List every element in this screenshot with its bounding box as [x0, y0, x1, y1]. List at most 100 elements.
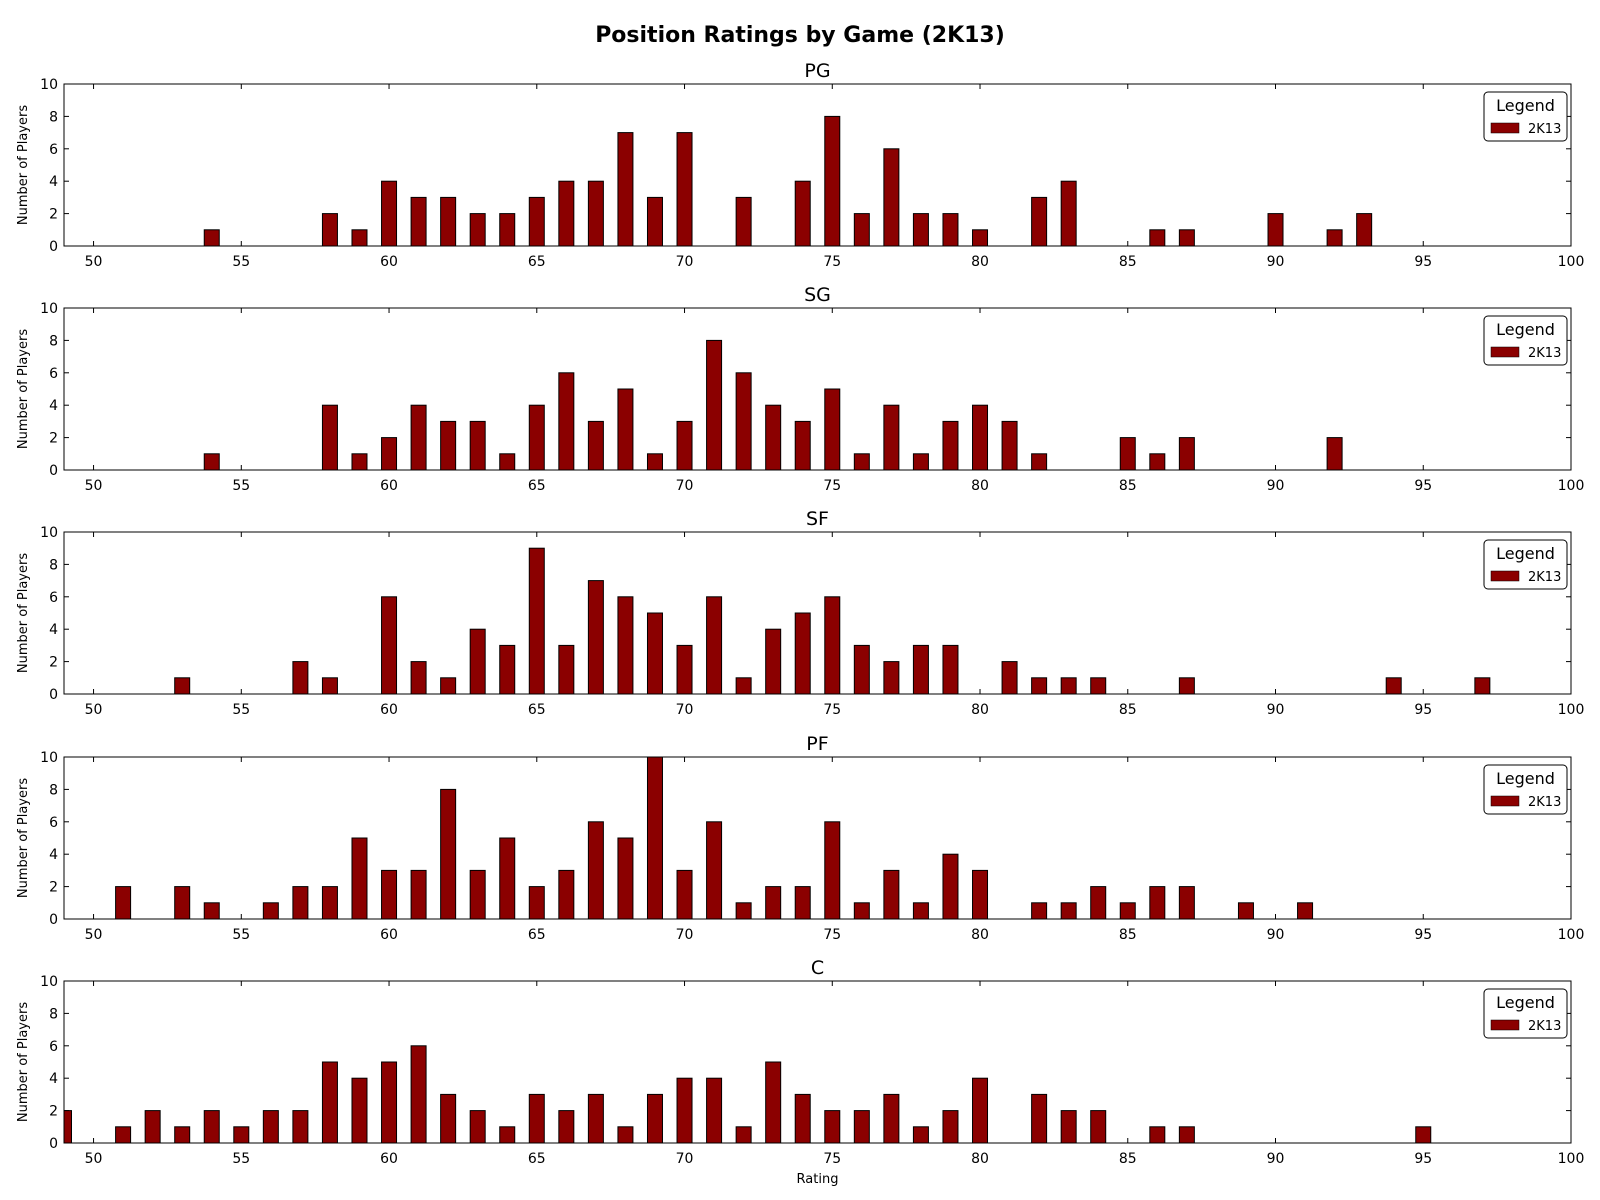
chart-2-xtick-label: 85	[1119, 702, 1137, 718]
chart-0-bar	[558, 180, 575, 247]
chart-2-bar	[469, 628, 486, 695]
chart-2-legend-swatch	[1490, 570, 1520, 582]
chart-2-bar	[617, 596, 634, 695]
chart-2-bar	[381, 596, 398, 695]
chart-1-bar	[558, 372, 575, 471]
chart-1-bar	[972, 404, 989, 471]
chart-1-bar	[735, 372, 752, 471]
chart-1-title: SG	[804, 284, 831, 306]
chart-0-xtick-label: 75	[823, 254, 841, 270]
chart-3-bar	[469, 869, 486, 920]
chart-1-bar	[1001, 420, 1018, 471]
chart-4-title: C	[811, 957, 824, 979]
chart-4-legend: Legend 2K13	[1483, 988, 1568, 1039]
chart-2-legend: Legend 2K13	[1483, 539, 1568, 590]
chart-4-bar	[381, 1061, 398, 1144]
chart-0-bar	[469, 213, 486, 247]
chart-2-bar	[558, 644, 575, 695]
chart-2-bar	[440, 677, 457, 695]
chart-4-xtick-label: 70	[676, 1151, 694, 1167]
chart-3-xtick-label: 75	[823, 927, 841, 943]
chart-3-bar	[321, 886, 338, 920]
chart-3-legend-entry: 2K13	[1528, 795, 1561, 810]
chart-2-bar	[824, 596, 841, 695]
chart-4-bar	[558, 1110, 575, 1144]
chart-3-bar	[972, 869, 989, 920]
chart-1-legend-title: Legend	[1496, 320, 1555, 339]
chart-3-bar	[1031, 902, 1048, 920]
chart-3-bar	[794, 886, 811, 920]
chart-3-bar	[1149, 886, 1166, 920]
chart-3-bar	[1119, 902, 1136, 920]
chart-4-bar	[351, 1077, 368, 1144]
chart-2-bar	[1474, 677, 1491, 695]
chart-0-bar	[1178, 229, 1195, 247]
chart-0-bar	[1326, 229, 1343, 247]
chart-2-legend-title: Legend	[1496, 544, 1555, 563]
chart-0-bar	[912, 213, 929, 247]
chart-2-bar	[1031, 677, 1048, 695]
chart-0-legend-entry: 2K13	[1528, 122, 1561, 137]
chart-3-bar	[1060, 902, 1077, 920]
chart-2-title: SF	[806, 508, 829, 530]
chart-3-bar	[735, 902, 752, 920]
chart-4-bar	[587, 1093, 604, 1144]
chart-1-bar	[853, 453, 870, 471]
chart-0-bar	[381, 180, 398, 247]
chart-0-bar	[321, 213, 338, 247]
chart-3-bar	[942, 853, 959, 920]
chart-2-bar	[883, 661, 900, 695]
chart-4-bar	[233, 1126, 250, 1144]
chart-0-xtick-label: 70	[676, 254, 694, 270]
chart-2-ytick-label: 8	[49, 557, 58, 573]
chart-0-bar	[824, 115, 841, 247]
chart-1-bar	[676, 420, 693, 471]
chart-1-xtick-label: 55	[232, 478, 250, 494]
chart-3-legend: Legend 2K13	[1483, 764, 1568, 815]
chart-0-xtick-label: 100	[1558, 254, 1585, 270]
chart-3-xtick-label: 100	[1558, 927, 1585, 943]
chart-0-xtick-label: 95	[1414, 254, 1432, 270]
chart-3-xtick-label: 65	[528, 927, 546, 943]
chart-4-bar	[972, 1077, 989, 1144]
chart-3-bar	[617, 837, 634, 920]
chart-4-bar	[440, 1093, 457, 1144]
chart-1-bar	[1178, 437, 1195, 471]
chart-2-bar	[853, 644, 870, 695]
chart-4-bar	[203, 1110, 220, 1144]
chart-0-bar	[942, 213, 959, 247]
chart-4-bar	[528, 1093, 545, 1144]
chart-0-bar	[853, 213, 870, 247]
chart-2-bar	[1001, 661, 1018, 695]
chart-0-legend: Legend 2K13	[1483, 91, 1568, 142]
chart-1-bar	[440, 420, 457, 471]
chart-0-bar	[1356, 213, 1373, 247]
chart-0-bar	[587, 180, 604, 247]
chart-0-xtick-label: 60	[380, 254, 398, 270]
chart-3-xtick-label: 90	[1267, 927, 1285, 943]
chart-1-bar	[912, 453, 929, 471]
chart-3-xtick-label: 95	[1414, 927, 1432, 943]
chart-4-axes-frame	[63, 980, 1572, 1144]
chart-4-ytick-label: 10	[40, 974, 58, 990]
chart-3-bar	[440, 788, 457, 920]
chart-0-title: PG	[804, 60, 830, 82]
chart-4-bar	[1060, 1110, 1077, 1144]
chart-4-legend-entry: 2K13	[1528, 1019, 1561, 1034]
chart-1-bar	[1326, 437, 1343, 471]
chart-4-bar	[912, 1126, 929, 1144]
figure-title: Position Ratings by Game (2K13)	[595, 23, 1005, 48]
chart-1-ylabel: Number of Players	[16, 329, 31, 449]
chart-1-bar	[203, 453, 220, 471]
chart-2-ytick-label: 2	[49, 655, 58, 671]
chart-4-legend-title: Legend	[1496, 993, 1555, 1012]
chart-1-ytick-label: 6	[49, 366, 58, 382]
chart-3-legend-title: Legend	[1496, 769, 1555, 788]
chart-3-bar	[410, 869, 427, 920]
chart-1-axes-frame	[63, 307, 1572, 471]
chart-0-ytick-label: 4	[49, 174, 58, 190]
